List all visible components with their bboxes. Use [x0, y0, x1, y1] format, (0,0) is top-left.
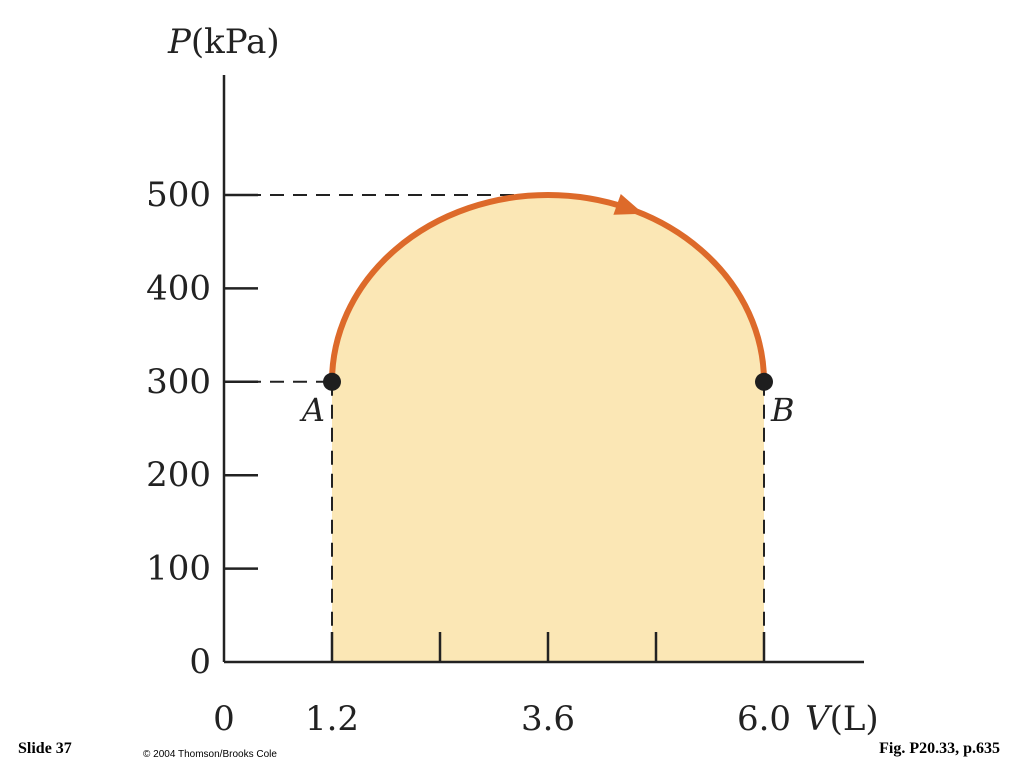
y-tick-label: 400 — [146, 268, 211, 308]
process-curve — [329, 192, 767, 385]
figure-reference: Fig. P20.33, p.635 — [879, 740, 1000, 757]
point-a-label: A — [299, 391, 325, 429]
point-b-label: B — [770, 391, 795, 429]
x-tick-label: 0 — [213, 699, 235, 739]
point-b-marker — [755, 372, 773, 391]
y-tick-label: 300 — [146, 362, 211, 402]
work-region — [332, 194, 764, 662]
y-tick-label: 200 — [146, 455, 211, 495]
y-tick-label: 500 — [146, 175, 211, 215]
point-a-marker — [323, 372, 341, 391]
y-axis-title: P(kPa) — [167, 22, 280, 62]
x-axis-title: V(L) — [805, 699, 879, 739]
slide-number: Slide 37 — [18, 740, 72, 757]
direction-arrow — [613, 194, 644, 215]
x-tick-label: 3.6 — [521, 699, 575, 739]
x-tick-label: 6.0 — [737, 699, 791, 739]
x-tick-label: 1.2 — [305, 699, 359, 739]
y-tick-label: 100 — [146, 549, 211, 589]
copyright-notice: © 2004 Thomson/Brooks Cole — [143, 749, 277, 760]
y-tick-label: 0 — [189, 642, 211, 682]
